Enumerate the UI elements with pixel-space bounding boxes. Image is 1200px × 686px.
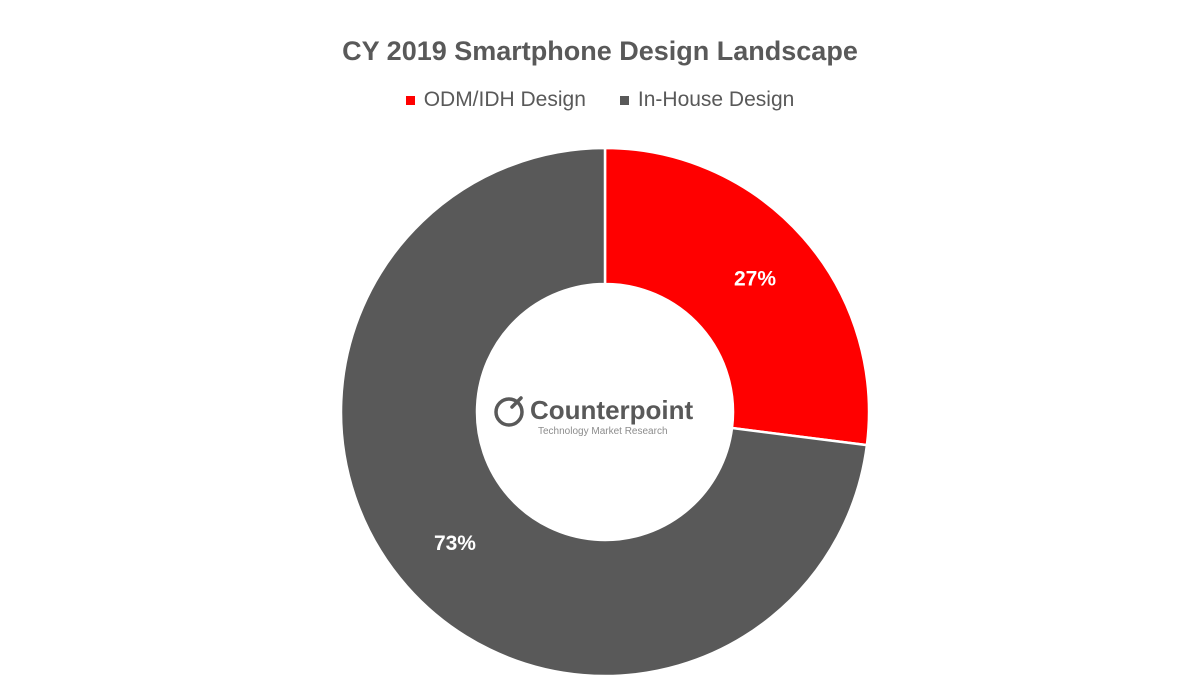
watermark-tagline: Technology Market Research [538,426,668,437]
legend-item-odm-idh: ODM/IDH Design [405,88,586,112]
legend-label-odm-idh: ODM/IDH Design [423,88,586,111]
legend-item-in-house: In-House Design [619,88,795,112]
donut-slices [339,146,871,678]
data-labels: 27% 73% [434,267,776,555]
legend-label-in-house: In-House Design [637,88,795,111]
legend: ODM/IDH Design In-House Design [0,88,1200,112]
legend-swatch-in-house [619,95,629,105]
legend-swatch-odm-idh [405,95,415,105]
data-label-odm-idh-design: 27% [734,267,776,290]
slice-odm-idh-design [603,146,871,447]
counterpoint-logo-icon [494,396,524,427]
slice-in-house-design [339,146,869,678]
chart-title: CY 2019 Smartphone Design Landscape [342,36,858,66]
watermark-name: Counterpoint [530,395,694,425]
counterpoint-watermark: Counterpoint Technology Market Research [494,395,694,437]
data-label-in-house-design: 73% [434,532,476,555]
